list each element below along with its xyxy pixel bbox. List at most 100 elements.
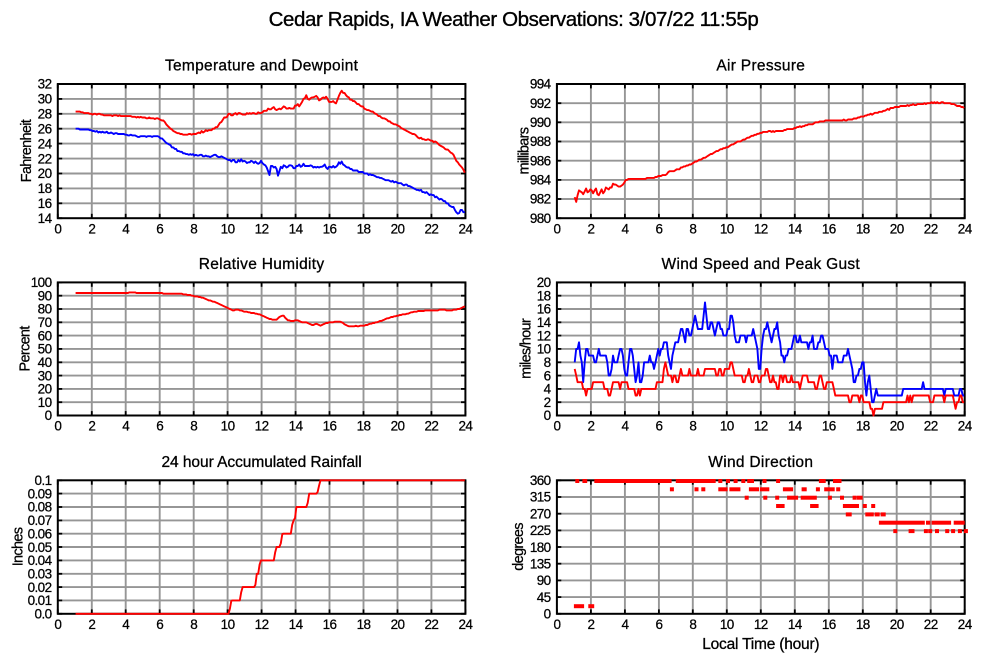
svg-text:12: 12: [537, 328, 551, 343]
svg-text:20: 20: [890, 617, 904, 632]
svg-text:0: 0: [54, 221, 61, 236]
svg-text:22: 22: [38, 151, 52, 166]
svg-text:12: 12: [754, 617, 768, 632]
svg-text:26: 26: [38, 121, 52, 136]
svg-text:12: 12: [255, 617, 269, 632]
svg-text:14: 14: [289, 221, 304, 236]
svg-text:0: 0: [553, 419, 560, 434]
svg-text:24: 24: [458, 221, 473, 236]
svg-text:992: 992: [530, 96, 551, 111]
svg-text:22: 22: [424, 221, 438, 236]
svg-text:0.0: 0.0: [35, 607, 52, 622]
svg-text:18: 18: [856, 419, 870, 434]
svg-text:22: 22: [924, 221, 938, 236]
svg-text:0: 0: [544, 607, 551, 622]
svg-text:12: 12: [754, 419, 768, 434]
svg-text:8: 8: [689, 221, 696, 236]
svg-text:22: 22: [424, 617, 438, 632]
svg-text:20: 20: [890, 419, 904, 434]
svg-text:0.03: 0.03: [28, 567, 52, 582]
svg-text:45: 45: [537, 590, 551, 605]
svg-text:16: 16: [323, 419, 337, 434]
svg-text:20: 20: [38, 382, 52, 397]
svg-text:10: 10: [221, 221, 235, 236]
svg-text:984: 984: [530, 173, 552, 188]
svg-text:2: 2: [587, 419, 594, 434]
svg-text:0.05: 0.05: [28, 540, 52, 555]
svg-text:20: 20: [391, 221, 405, 236]
svg-text:16: 16: [537, 302, 551, 317]
svg-text:18: 18: [856, 617, 870, 632]
svg-text:Inches: Inches: [10, 527, 26, 566]
svg-text:270: 270: [530, 506, 551, 521]
svg-text:4: 4: [621, 419, 629, 434]
svg-text:70: 70: [38, 315, 52, 330]
svg-text:8: 8: [190, 617, 197, 632]
svg-text:Wind Speed and Peak Gust: Wind Speed and Peak Gust: [662, 256, 861, 273]
svg-text:4: 4: [122, 221, 130, 236]
svg-text:10: 10: [720, 419, 734, 434]
svg-text:24: 24: [958, 419, 973, 434]
svg-text:2: 2: [544, 395, 551, 410]
svg-text:Wind Direction: Wind Direction: [708, 454, 813, 471]
svg-text:18: 18: [38, 181, 52, 196]
svg-text:14: 14: [38, 211, 53, 226]
svg-text:90: 90: [537, 573, 551, 588]
svg-text:225: 225: [530, 523, 551, 538]
svg-text:980: 980: [530, 211, 551, 226]
svg-text:10: 10: [38, 395, 52, 410]
svg-text:0: 0: [54, 617, 61, 632]
svg-text:16: 16: [38, 196, 52, 211]
svg-text:10: 10: [720, 617, 734, 632]
svg-text:20: 20: [537, 275, 551, 290]
svg-text:4: 4: [122, 419, 130, 434]
svg-text:0: 0: [54, 419, 61, 434]
svg-text:20: 20: [391, 617, 405, 632]
svg-text:10: 10: [720, 221, 734, 236]
svg-text:0: 0: [553, 221, 560, 236]
svg-text:14: 14: [788, 419, 803, 434]
svg-text:24 hour Accumulated Rainfall: 24 hour Accumulated Rainfall: [161, 454, 361, 471]
svg-text:6: 6: [156, 419, 163, 434]
svg-text:2: 2: [587, 221, 594, 236]
svg-text:0: 0: [553, 617, 560, 632]
svg-text:Local Time (hour): Local Time (hour): [702, 636, 819, 653]
svg-text:8: 8: [689, 617, 696, 632]
svg-text:988: 988: [530, 134, 551, 149]
svg-text:10: 10: [221, 419, 235, 434]
svg-text:24: 24: [38, 136, 53, 151]
svg-text:4: 4: [621, 221, 629, 236]
svg-text:360: 360: [530, 473, 551, 488]
svg-text:Relative Humidity: Relative Humidity: [199, 256, 325, 273]
svg-text:16: 16: [323, 221, 337, 236]
svg-text:100: 100: [31, 275, 52, 290]
svg-text:0.09: 0.09: [28, 486, 52, 501]
svg-text:18: 18: [357, 419, 371, 434]
svg-text:6: 6: [544, 368, 551, 383]
svg-text:2: 2: [88, 419, 95, 434]
svg-text:millibars: millibars: [516, 127, 532, 174]
svg-text:0.07: 0.07: [28, 513, 52, 528]
svg-text:24: 24: [958, 221, 973, 236]
svg-text:180: 180: [530, 540, 551, 555]
svg-text:20: 20: [890, 221, 904, 236]
svg-text:28: 28: [38, 107, 52, 122]
svg-text:Cedar Rapids, IA Weather Obser: Cedar Rapids, IA Weather Observations: 3…: [269, 8, 759, 31]
svg-text:4: 4: [621, 617, 629, 632]
svg-text:8: 8: [689, 419, 696, 434]
svg-text:2: 2: [587, 617, 594, 632]
svg-text:0: 0: [544, 408, 551, 423]
svg-text:135: 135: [530, 556, 551, 571]
svg-text:986: 986: [530, 153, 551, 168]
svg-text:994: 994: [530, 77, 552, 92]
svg-text:90: 90: [38, 288, 52, 303]
svg-text:6: 6: [156, 617, 163, 632]
svg-text:Percent: Percent: [18, 326, 34, 372]
svg-text:16: 16: [822, 221, 836, 236]
svg-text:20: 20: [38, 166, 52, 181]
svg-text:990: 990: [530, 115, 551, 130]
svg-text:24: 24: [958, 617, 973, 632]
svg-text:6: 6: [655, 419, 662, 434]
svg-text:18: 18: [856, 221, 870, 236]
svg-text:22: 22: [924, 419, 938, 434]
